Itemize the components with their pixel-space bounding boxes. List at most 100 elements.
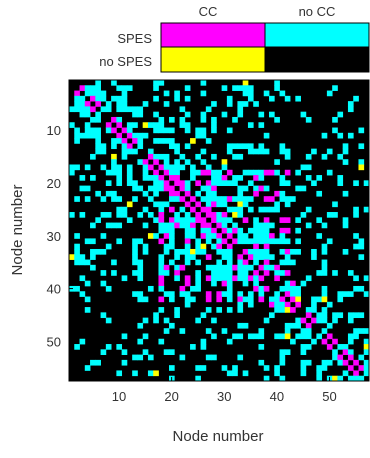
cell-spes-cc [158, 212, 165, 218]
cell-spes-nocc [211, 169, 217, 176]
cell-spes-nocc [295, 227, 301, 234]
cell-spes-nocc [190, 285, 196, 292]
cell-spes-nocc [295, 333, 301, 340]
cell-spes-nocc [205, 233, 212, 239]
cell-spes-nocc [200, 159, 207, 165]
cell-spes-nocc [142, 169, 149, 176]
cell-spes-cc [269, 169, 275, 176]
cell-spes-nocc [221, 222, 228, 229]
cell-spes-cc [353, 370, 359, 377]
cell-spes-nocc [90, 90, 96, 97]
cell-spes-nocc [226, 270, 233, 276]
cell-spes-nocc [274, 291, 280, 297]
cell-spes-nocc [353, 95, 359, 102]
cell-spes-cc [347, 365, 354, 371]
cell-spes-nocc [132, 259, 138, 266]
cell-spes-nocc [184, 217, 191, 223]
cell-spes-nocc [279, 259, 286, 266]
cell-spes-nocc [353, 312, 359, 319]
cell-spes-nocc [221, 111, 228, 118]
cell-spes-nocc [237, 322, 244, 329]
cell-spes-nocc [353, 212, 359, 218]
cell-spes-cc [142, 159, 149, 165]
cell-spes-nocc [74, 138, 80, 144]
cell-spes-nocc [174, 307, 180, 313]
cell-spes-nocc [84, 296, 91, 303]
cell-spes-nocc [153, 85, 159, 91]
cell-spes-nocc [316, 296, 323, 303]
cell-spes-cc [253, 270, 259, 276]
cell-spes-nocc [216, 270, 223, 276]
cell-spes-nocc [305, 333, 312, 340]
cell-spes-nocc [237, 190, 244, 197]
cell-spes-nocc [342, 248, 349, 255]
cell-spes-nocc [105, 190, 112, 197]
cell-spes-nocc [347, 375, 354, 382]
cell-nospes-cc [295, 296, 301, 303]
cell-spes-cc [195, 212, 201, 218]
cell-spes-nocc [274, 85, 280, 91]
cell-spes-nocc [263, 227, 270, 234]
cell-spes-nocc [90, 127, 96, 134]
cell-spes-nocc [163, 222, 170, 229]
cell-spes-nocc [200, 227, 207, 234]
cell-spes-nocc [300, 359, 307, 366]
cell-spes-nocc [163, 127, 170, 134]
cell-spes-cc [263, 243, 270, 250]
cell-spes-nocc [153, 122, 159, 128]
cell-spes-nocc [221, 217, 228, 223]
cell-spes-cc [200, 233, 207, 239]
cell-spes-nocc [305, 275, 312, 282]
cell-spes-nocc [200, 185, 207, 192]
cell-spes-nocc [190, 296, 196, 303]
cell-spes-nocc [300, 349, 307, 355]
cell-spes-nocc [190, 169, 196, 176]
cell-spes-nocc [237, 238, 244, 245]
cell-spes-nocc [184, 291, 191, 297]
cell-spes-nocc [279, 301, 286, 308]
x-tick-label: 30 [217, 389, 231, 404]
cell-spes-nocc [105, 212, 112, 218]
cell-spes-nocc [163, 138, 170, 144]
cell-spes-cc [169, 185, 175, 192]
cell-spes-nocc [74, 248, 80, 255]
cell-spes-nocc [163, 153, 170, 160]
cell-spes-nocc [232, 143, 238, 150]
cell-spes-nocc [121, 275, 128, 282]
cell-spes-nocc [279, 248, 286, 255]
cell-spes-cc [158, 164, 165, 171]
cell-spes-nocc [326, 322, 333, 329]
cell-spes-nocc [358, 159, 365, 165]
cell-spes-nocc [321, 285, 328, 292]
cell-spes-nocc [258, 328, 265, 334]
cell-spes-nocc [184, 85, 191, 91]
cell-spes-cc [205, 212, 212, 218]
cell-spes-nocc [132, 270, 138, 276]
cell-spes-nocc [237, 85, 244, 91]
cell-spes-nocc [100, 164, 107, 171]
cell-spes-cc [337, 354, 344, 361]
cell-spes-nocc [111, 138, 117, 144]
cell-spes-nocc [279, 270, 286, 276]
cell-spes-nocc [247, 333, 254, 340]
cell-spes-nocc [232, 365, 238, 371]
cell-spes-nocc [174, 312, 180, 319]
cell-spes-nocc [95, 132, 101, 139]
cell-spes-nocc [79, 212, 86, 218]
cell-spes-cc [326, 333, 333, 340]
cell-spes-nocc [137, 159, 144, 165]
y-tick-label: 20 [47, 176, 61, 191]
cell-spes-nocc [242, 275, 249, 282]
cell-spes-nocc [337, 291, 344, 297]
cell-spes-nocc [163, 227, 170, 234]
cell-spes-nocc [158, 227, 165, 234]
cell-spes-nocc [169, 233, 175, 239]
cell-spes-nocc [179, 164, 186, 171]
cell-nospes-cc [284, 307, 291, 313]
cell-spes-nocc [274, 301, 280, 308]
cell-spes-nocc [321, 259, 328, 266]
cell-spes-nocc [226, 206, 233, 213]
cell-spes-nocc [232, 180, 238, 187]
cell-spes-nocc [226, 285, 233, 292]
cell-spes-nocc [216, 196, 223, 202]
